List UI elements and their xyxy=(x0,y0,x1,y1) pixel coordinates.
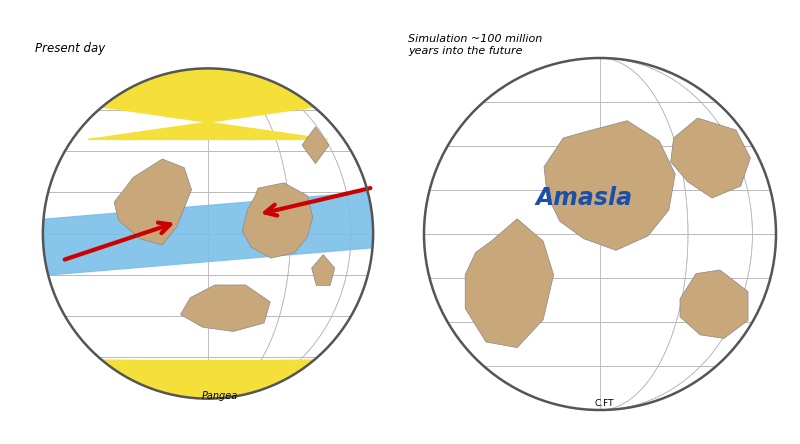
Text: Simulation ~100 million
years into the future: Simulation ~100 million years into the f… xyxy=(408,34,542,56)
Polygon shape xyxy=(544,121,675,250)
Polygon shape xyxy=(312,255,334,285)
Polygon shape xyxy=(302,127,329,164)
Polygon shape xyxy=(102,360,314,399)
Text: Present day: Present day xyxy=(35,42,106,55)
Polygon shape xyxy=(45,192,373,275)
Text: Pangea: Pangea xyxy=(202,391,238,400)
Polygon shape xyxy=(181,285,270,331)
Text: C.FT: C.FT xyxy=(594,399,614,408)
Text: Amasla: Amasla xyxy=(535,186,633,210)
Polygon shape xyxy=(114,159,191,245)
Polygon shape xyxy=(680,270,748,338)
Polygon shape xyxy=(89,68,327,139)
Polygon shape xyxy=(466,219,554,348)
Polygon shape xyxy=(242,183,313,258)
Polygon shape xyxy=(670,118,750,198)
